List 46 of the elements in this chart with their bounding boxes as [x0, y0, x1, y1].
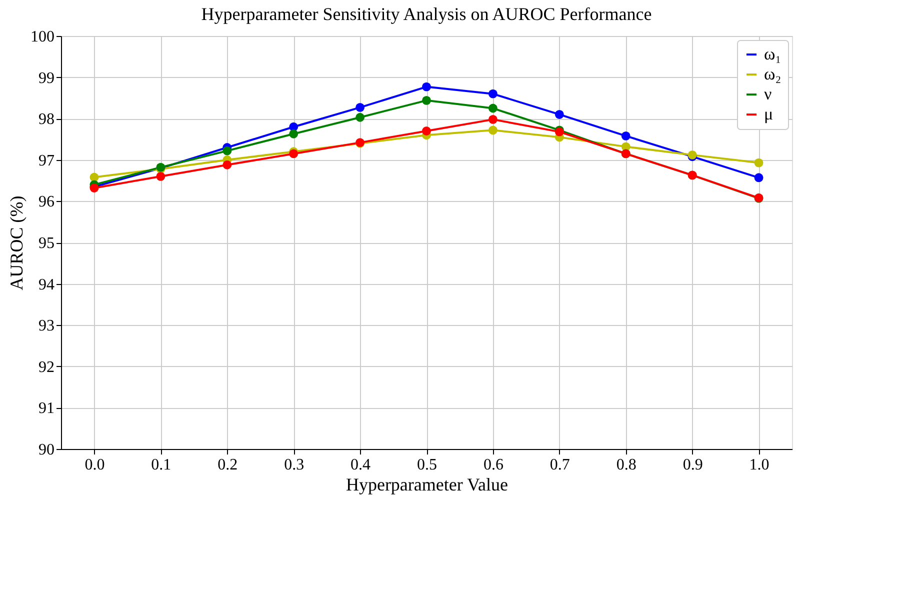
- x-tick-label: 1.0: [749, 456, 770, 474]
- y-tick-label: 96: [38, 194, 54, 211]
- point: [488, 114, 498, 124]
- legend-label: μ: [764, 104, 774, 124]
- y-tick-label: 90: [38, 442, 54, 458]
- y-tick-label: 94: [38, 276, 54, 294]
- chart-title: Hyperparameter Sensitivity Analysis on AUROC Performance: [201, 4, 652, 24]
- point: [356, 112, 365, 122]
- x-tick-label: 0.5: [417, 456, 437, 474]
- x-tick-label: 0.9: [682, 456, 703, 474]
- point: [621, 131, 630, 140]
- y-tick-label: 97: [38, 152, 54, 170]
- x-tick-label: 0.1: [151, 456, 172, 474]
- point: [222, 146, 232, 156]
- y-tick-label: 92: [38, 358, 54, 376]
- point: [422, 96, 431, 105]
- point: [422, 82, 431, 92]
- legend-label: ν: [764, 84, 772, 104]
- x-axis-title: Hyperparameter Value: [346, 474, 508, 494]
- x-tick-label: 0.8: [616, 456, 636, 474]
- point: [554, 110, 564, 119]
- x-tick-label: 0.3: [284, 456, 304, 474]
- point: [488, 104, 498, 113]
- point: [754, 173, 764, 182]
- x-tick-label: 0.4: [350, 456, 371, 474]
- point: [422, 126, 431, 136]
- legend-label: ω₁: [764, 44, 782, 64]
- point: [488, 89, 498, 98]
- point: [356, 102, 365, 112]
- point: [222, 160, 232, 170]
- y-tick-label: 100: [30, 28, 54, 46]
- y-tick-label: 91: [38, 400, 54, 418]
- point: [488, 126, 498, 135]
- legend-label: ω₂: [764, 64, 782, 84]
- x-tick-label: 0.2: [218, 456, 238, 474]
- point: [156, 172, 166, 181]
- x-tick-label: 0.7: [550, 456, 570, 474]
- x-tick-label: 0.0: [84, 456, 105, 474]
- y-tick-label: 93: [38, 318, 54, 335]
- y-tick-label: 99: [38, 70, 54, 87]
- point: [754, 158, 764, 168]
- y-tick-label: 95: [38, 235, 54, 252]
- y-tick-label: 98: [38, 111, 54, 128]
- point: [289, 129, 298, 138]
- y-axis-title: AUROC (%): [6, 196, 26, 290]
- x-tick-label: 0.6: [483, 456, 504, 474]
